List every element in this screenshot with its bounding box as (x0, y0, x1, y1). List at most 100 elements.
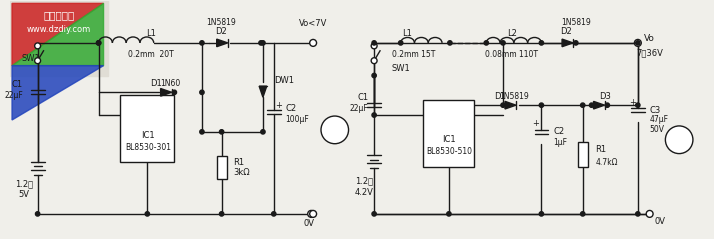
Text: C1: C1 (357, 93, 368, 102)
Polygon shape (161, 88, 171, 96)
Polygon shape (259, 86, 267, 97)
Text: 1.2～: 1.2～ (15, 180, 33, 189)
Text: +: + (275, 101, 281, 110)
Bar (578, 142, 588, 168)
Text: C2: C2 (286, 104, 297, 113)
Polygon shape (12, 3, 104, 66)
Text: 1: 1 (330, 122, 340, 137)
Text: D1: D1 (494, 92, 506, 101)
Text: 1N5819: 1N5819 (206, 18, 236, 27)
Text: BL8530-301: BL8530-301 (125, 143, 171, 152)
Circle shape (310, 210, 316, 217)
Circle shape (580, 212, 585, 216)
Circle shape (372, 113, 376, 117)
Circle shape (635, 41, 640, 45)
Text: 0V: 0V (655, 217, 665, 226)
Circle shape (35, 43, 41, 49)
Text: 100μF: 100μF (286, 114, 309, 124)
Circle shape (308, 210, 315, 217)
Text: 0.2mm  20T: 0.2mm 20T (128, 50, 174, 59)
Circle shape (200, 130, 204, 134)
Text: 1μF: 1μF (553, 138, 567, 147)
Text: 1N5819: 1N5819 (561, 18, 590, 27)
Circle shape (258, 41, 263, 45)
Polygon shape (12, 66, 104, 120)
Bar (423, 100, 475, 168)
Text: 工字型磁芯: 工字型磁芯 (44, 10, 75, 20)
Circle shape (484, 41, 488, 45)
Text: 7～36V: 7～36V (636, 48, 663, 57)
Text: IC1: IC1 (141, 131, 155, 140)
Polygon shape (562, 39, 573, 47)
Text: Vo<7V: Vo<7V (299, 19, 327, 28)
Circle shape (580, 103, 585, 107)
Text: 3kΩ: 3kΩ (233, 168, 250, 177)
Polygon shape (505, 101, 516, 109)
Text: +: + (629, 98, 636, 107)
Text: SW1: SW1 (392, 64, 411, 73)
Text: DW1: DW1 (273, 76, 293, 85)
Text: 1N60: 1N60 (161, 79, 181, 88)
Circle shape (539, 212, 543, 216)
Polygon shape (593, 101, 605, 109)
Text: 47μF: 47μF (650, 115, 668, 125)
Circle shape (501, 103, 506, 107)
Text: D3: D3 (600, 92, 611, 101)
Circle shape (635, 212, 640, 216)
Text: SW1: SW1 (22, 54, 41, 63)
Circle shape (448, 41, 452, 45)
Text: L2: L2 (507, 28, 517, 38)
Text: 2: 2 (674, 132, 685, 147)
Text: D1: D1 (150, 79, 161, 88)
Text: C1: C1 (11, 80, 23, 89)
Text: IC1: IC1 (442, 135, 456, 144)
Circle shape (200, 90, 204, 94)
Circle shape (635, 103, 640, 107)
Circle shape (96, 41, 101, 45)
Circle shape (398, 41, 403, 45)
Circle shape (539, 41, 543, 45)
Bar (10, 1, 109, 76)
Circle shape (219, 130, 223, 134)
Text: Vo: Vo (644, 34, 655, 43)
Circle shape (36, 212, 40, 216)
Text: D2: D2 (215, 27, 226, 36)
Circle shape (372, 212, 376, 216)
Circle shape (200, 41, 204, 45)
Circle shape (447, 212, 451, 216)
Text: R1: R1 (233, 158, 245, 167)
Circle shape (590, 103, 594, 107)
Text: 22μF: 22μF (349, 104, 368, 113)
Text: L1: L1 (146, 28, 156, 38)
Circle shape (665, 126, 693, 154)
Circle shape (371, 43, 377, 49)
Circle shape (145, 212, 149, 216)
Text: 0.08mm 110T: 0.08mm 110T (486, 50, 538, 59)
Circle shape (271, 212, 276, 216)
Circle shape (219, 212, 223, 216)
Circle shape (321, 116, 348, 144)
Text: +: + (533, 120, 540, 128)
Circle shape (261, 41, 265, 45)
Bar (216, 156, 226, 179)
Text: 22μF: 22μF (4, 91, 23, 100)
Circle shape (371, 58, 377, 64)
Text: 1N5819: 1N5819 (499, 92, 529, 101)
Text: C3: C3 (650, 106, 661, 115)
Text: L1: L1 (402, 28, 411, 38)
Circle shape (310, 39, 316, 46)
Text: 50V: 50V (650, 125, 665, 134)
Text: 4.7kΩ: 4.7kΩ (595, 158, 618, 167)
Text: R1: R1 (595, 145, 607, 154)
Text: www.dzdiy.com: www.dzdiy.com (27, 25, 91, 33)
Bar (120, 95, 174, 163)
Circle shape (573, 41, 578, 45)
Text: 5V: 5V (19, 190, 29, 199)
Circle shape (372, 73, 376, 78)
Text: 0V: 0V (303, 219, 315, 228)
Polygon shape (216, 39, 228, 47)
Text: C2: C2 (553, 127, 564, 136)
Circle shape (172, 90, 176, 94)
Circle shape (501, 41, 506, 45)
Circle shape (261, 130, 265, 134)
